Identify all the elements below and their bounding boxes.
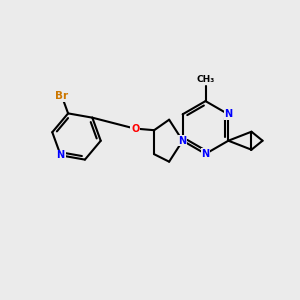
Text: Br: Br: [56, 92, 68, 101]
Text: N: N: [224, 109, 232, 119]
Text: O: O: [131, 124, 140, 134]
Text: N: N: [201, 149, 210, 159]
Text: N: N: [57, 150, 65, 160]
Text: N: N: [178, 136, 187, 146]
Text: CH₃: CH₃: [196, 75, 214, 84]
